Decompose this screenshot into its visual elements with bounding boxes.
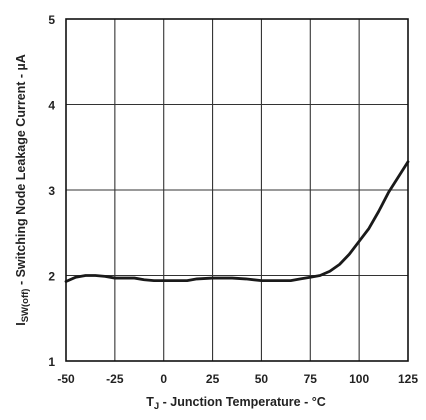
x-axis-symbol: T <box>146 395 154 409</box>
plot-layer <box>64 160 410 283</box>
y-axis-title: ISW(off) - Switching Node Leakage Curren… <box>14 54 31 326</box>
tick-labels: -50 -25 0 25 50 75 100 125 1 2 3 4 5 <box>48 13 418 386</box>
x-axis-label-text: - Junction Temperature - °C <box>159 395 326 409</box>
frame-layer <box>65 18 409 362</box>
y-tick-label: 4 <box>48 99 55 113</box>
x-axis-subscript: J <box>154 401 159 412</box>
y-tick-label: 5 <box>48 13 55 27</box>
y-tick-label: 1 <box>48 355 55 369</box>
x-tick-label: -25 <box>106 372 124 386</box>
plot-frame <box>65 18 409 362</box>
y-axis-subscript: SW(off) <box>20 289 31 323</box>
x-axis-title: TJ - Junction Temperature - °C <box>146 395 326 412</box>
y-tick-label: 2 <box>48 270 55 284</box>
y-tick-label: 3 <box>48 184 55 198</box>
x-tick-label: 100 <box>349 372 369 386</box>
y-axis-label-text: - Switching Node Leakage Current - µA <box>14 54 28 288</box>
x-tick-label: 75 <box>304 372 318 386</box>
x-tick-label: 0 <box>160 372 167 386</box>
x-tick-label: 125 <box>398 372 418 386</box>
x-tick-label: 25 <box>206 372 220 386</box>
x-tick-label: 50 <box>255 372 269 386</box>
grid-layer <box>66 19 408 361</box>
series-line <box>64 160 410 283</box>
x-tick-label: -50 <box>57 372 75 386</box>
y-axis-symbol: I <box>14 322 28 325</box>
